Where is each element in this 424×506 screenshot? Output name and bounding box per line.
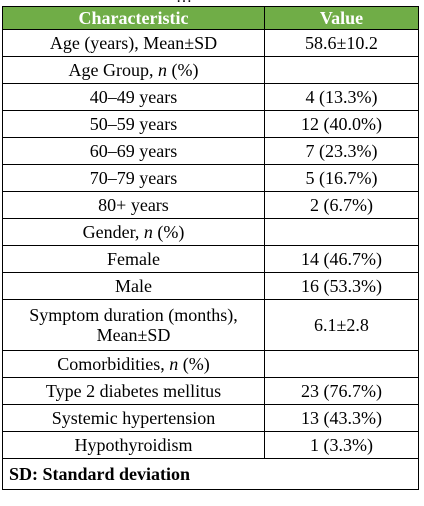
- row-label: Male: [2, 272, 265, 300]
- row-value: 5 (16.7%): [264, 164, 419, 192]
- characteristics-table: Characteristic Value Age (years), Mean±S…: [2, 6, 419, 490]
- row-value: 4 (13.3%): [264, 83, 419, 111]
- table-row: Male 16 (53.3%): [2, 272, 419, 300]
- table-row: Age Group, n (%): [2, 56, 419, 84]
- table-row: 40–49 years 4 (13.3%): [2, 83, 419, 111]
- row-label: Gender, n (%): [2, 218, 265, 246]
- row-label: 50–59 years: [2, 110, 265, 138]
- row-label: 80+ years: [2, 191, 265, 219]
- table-header-row: Characteristic Value: [2, 6, 419, 30]
- row-label: Female: [2, 245, 265, 273]
- header-value: Value: [264, 6, 419, 30]
- table-row: Symptom duration (months), Mean±SD 6.1±2.…: [2, 299, 419, 351]
- table-row: Type 2 diabetes mellitus 23 (76.7%): [2, 377, 419, 405]
- header-characteristic: Characteristic: [2, 6, 265, 30]
- table-row: 60–69 years 7 (23.3%): [2, 137, 419, 165]
- row-value: 12 (40.0%): [264, 110, 419, 138]
- row-value: 16 (53.3%): [264, 272, 419, 300]
- row-value: [264, 350, 419, 378]
- row-label: Symptom duration (months), Mean±SD: [2, 299, 265, 351]
- table-footnote: SD: Standard deviation: [2, 458, 419, 490]
- table-row: Female 14 (46.7%): [2, 245, 419, 273]
- row-label: Type 2 diabetes mellitus: [2, 377, 265, 405]
- table-row: Comorbidities, n (%): [2, 350, 419, 378]
- row-value: 7 (23.3%): [264, 137, 419, 165]
- row-value: 13 (43.3%): [264, 404, 419, 432]
- row-value: 58.6±10.2: [264, 29, 419, 57]
- row-label: Systemic hypertension: [2, 404, 265, 432]
- row-value: 1 (3.3%): [264, 431, 419, 459]
- table-row: Hypothyroidism 1 (3.3%): [2, 431, 419, 459]
- row-label: Comorbidities, n (%): [2, 350, 265, 378]
- row-label: 40–49 years: [2, 83, 265, 111]
- cropped-top-text: …: [0, 0, 424, 6]
- row-value: 14 (46.7%): [264, 245, 419, 273]
- row-label: Hypothyroidism: [2, 431, 265, 459]
- table-row: Systemic hypertension 13 (43.3%): [2, 404, 419, 432]
- table-row: 80+ years 2 (6.7%): [2, 191, 419, 219]
- footnote-row: SD: Standard deviation: [2, 458, 419, 490]
- table-row: 70–79 years 5 (16.7%): [2, 164, 419, 192]
- row-value: 23 (76.7%): [264, 377, 419, 405]
- table-row: Gender, n (%): [2, 218, 419, 246]
- row-value: [264, 56, 419, 84]
- table-row: Age (years), Mean±SD 58.6±10.2: [2, 29, 419, 57]
- row-label: 70–79 years: [2, 164, 265, 192]
- row-value: [264, 218, 419, 246]
- row-value: 6.1±2.8: [264, 299, 419, 351]
- row-label: Age (years), Mean±SD: [2, 29, 265, 57]
- row-label: Age Group, n (%): [2, 56, 265, 84]
- row-label: 60–69 years: [2, 137, 265, 165]
- table-row: 50–59 years 12 (40.0%): [2, 110, 419, 138]
- row-value: 2 (6.7%): [264, 191, 419, 219]
